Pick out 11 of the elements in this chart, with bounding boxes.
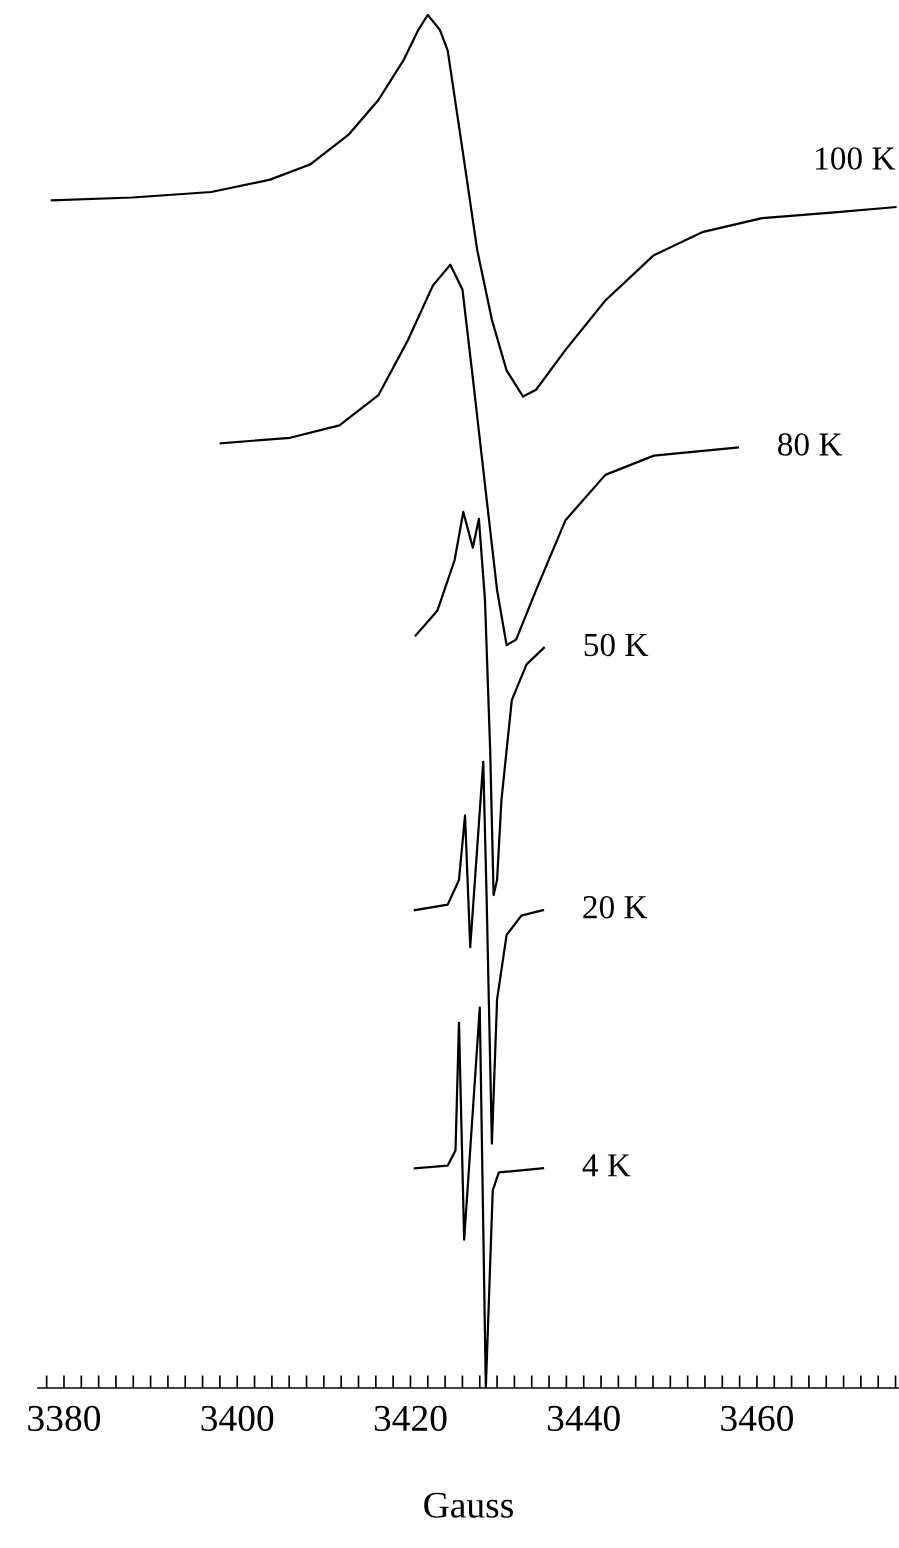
series-label: 50 K bbox=[584, 633, 649, 657]
x-tick-label: 3400 bbox=[201, 1405, 274, 1432]
series-label: 20 K bbox=[583, 896, 648, 919]
series-label: 100 K bbox=[816, 147, 896, 170]
series-label: 80 K bbox=[778, 433, 843, 456]
x-tick-label: 3420 bbox=[374, 1405, 447, 1432]
x-tick-label: 3380 bbox=[28, 1405, 101, 1432]
series-label: 4 K bbox=[582, 1154, 631, 1177]
x-tick-label: 3460 bbox=[721, 1405, 794, 1432]
x-tick-label: 3440 bbox=[548, 1405, 620, 1432]
x-axis-title: Gauss bbox=[424, 1492, 513, 1518]
